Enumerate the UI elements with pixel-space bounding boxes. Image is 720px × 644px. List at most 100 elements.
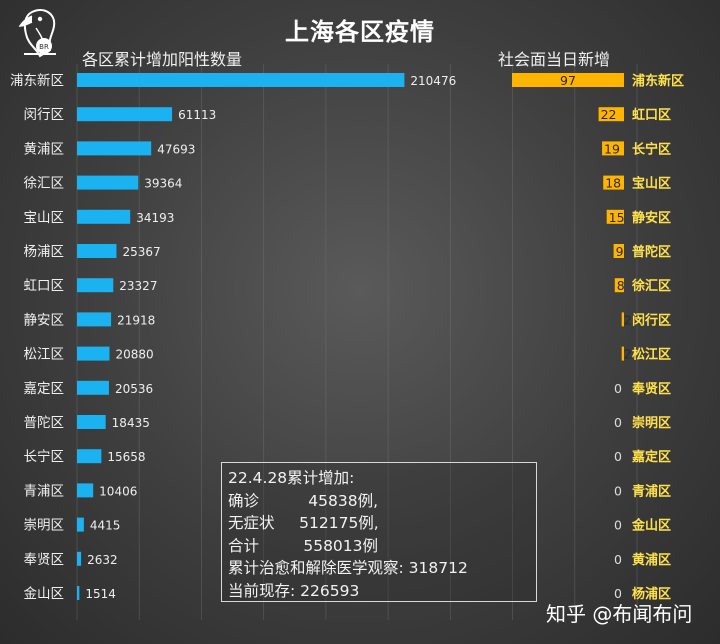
left-bar bbox=[77, 586, 80, 600]
right-category-label: 金山区 bbox=[631, 518, 671, 534]
left-category-label: 杨浦区 bbox=[24, 244, 65, 260]
left-category-label: 宝山区 bbox=[24, 210, 65, 226]
left-bar bbox=[77, 483, 94, 498]
left-value-label: 47693 bbox=[157, 142, 195, 156]
notes-line-4: 合计 558013例 bbox=[228, 536, 379, 555]
logo-text: BR bbox=[39, 43, 49, 51]
left-category-label: 徐汇区 bbox=[24, 176, 65, 192]
left-category-label: 崇明区 bbox=[24, 518, 65, 534]
left-value-label: 39364 bbox=[144, 177, 182, 191]
right-value-label: 2 bbox=[624, 312, 632, 327]
left-value-label: 210476 bbox=[410, 74, 456, 88]
left-value-label: 21918 bbox=[117, 313, 155, 327]
right-value-label: 19 bbox=[604, 141, 620, 156]
left-bar bbox=[77, 141, 152, 156]
left-bar bbox=[77, 380, 109, 395]
right-value-label: 0 bbox=[614, 449, 622, 464]
right-bar bbox=[598, 107, 624, 122]
left-category-label: 长宁区 bbox=[24, 448, 65, 465]
left-bar bbox=[77, 175, 139, 190]
right-category-label: 奉贤区 bbox=[631, 381, 671, 397]
left-bar bbox=[77, 449, 102, 464]
right-bar bbox=[606, 209, 624, 224]
left-bar bbox=[77, 346, 110, 361]
right-category-label: 普陀区 bbox=[632, 244, 671, 260]
right-value-label: 0 bbox=[614, 586, 622, 601]
right-bar bbox=[621, 346, 624, 361]
left-category-label: 青浦区 bbox=[24, 483, 65, 499]
left-bar bbox=[77, 517, 84, 532]
left-category-label: 奉贤区 bbox=[24, 552, 65, 568]
right-bar bbox=[614, 278, 624, 293]
left-category-label: 黄浦区 bbox=[24, 141, 65, 157]
right-value-label: 18 bbox=[605, 176, 621, 191]
right-category-label: 闵行区 bbox=[632, 312, 671, 328]
left-chart-subtitle: 各区累计增加阳性数量 bbox=[82, 50, 243, 69]
notes-line-6: 当前现存: 226593 bbox=[228, 581, 360, 600]
left-value-label: 18435 bbox=[112, 416, 150, 430]
chart-title: 上海各区疫情 bbox=[285, 18, 435, 46]
right-value-label: 15 bbox=[609, 210, 625, 225]
notes-line-1: 22.4.28累计增加: bbox=[228, 469, 355, 487]
left-value-label: 2632 bbox=[87, 553, 118, 567]
left-category-label: 嘉定区 bbox=[24, 381, 65, 397]
left-category-label: 金山区 bbox=[24, 586, 65, 602]
right-bar bbox=[621, 312, 624, 327]
left-value-label: 25367 bbox=[122, 245, 160, 259]
right-category-label: 嘉定区 bbox=[631, 449, 671, 465]
left-value-label: 15658 bbox=[107, 450, 145, 464]
left-category-label: 虹口区 bbox=[24, 278, 65, 294]
right-bar bbox=[602, 141, 624, 156]
right-value-label: 0 bbox=[614, 415, 622, 430]
right-category-label: 浦东新区 bbox=[632, 73, 684, 89]
right-value-label: 2 bbox=[624, 347, 632, 362]
right-value-label: 9 bbox=[616, 244, 624, 259]
right-category-label: 静安区 bbox=[632, 210, 671, 226]
right-category-label: 杨浦区 bbox=[632, 586, 671, 602]
right-category-label: 青浦区 bbox=[632, 483, 671, 499]
left-value-label: 1514 bbox=[85, 587, 116, 601]
left-category-label: 普陀区 bbox=[24, 415, 65, 431]
left-bar bbox=[77, 415, 106, 429]
right-category-label: 虹口区 bbox=[632, 107, 671, 123]
right-category-label: 松江区 bbox=[632, 347, 671, 363]
left-bar bbox=[77, 107, 173, 122]
right-value-label: 8 bbox=[617, 278, 625, 293]
right-chart-subtitle: 社会面当日新增 bbox=[498, 50, 611, 69]
right-bar bbox=[512, 73, 624, 87]
right-value-label: 0 bbox=[614, 483, 622, 498]
left-category-label: 闵行区 bbox=[24, 107, 65, 123]
left-value-label: 23327 bbox=[119, 279, 157, 293]
parrot-logo-icon: BR bbox=[10, 4, 68, 62]
left-bar bbox=[77, 278, 114, 293]
left-value-label: 10406 bbox=[99, 484, 137, 498]
left-category-label: 松江区 bbox=[24, 347, 65, 363]
left-value-label: 34193 bbox=[136, 211, 174, 225]
brand-watermark: 知乎 @布闻布问 bbox=[546, 602, 693, 626]
right-category-label: 宝山区 bbox=[632, 176, 671, 192]
left-bar bbox=[77, 209, 131, 224]
left-bar bbox=[77, 244, 117, 258]
left-category-label: 浦东新区 bbox=[10, 73, 64, 89]
left-bar bbox=[77, 551, 82, 566]
left-value-label: 20536 bbox=[115, 382, 153, 396]
right-bar bbox=[613, 244, 624, 258]
right-value-label: 0 bbox=[614, 518, 622, 533]
left-value-label: 4415 bbox=[90, 519, 121, 533]
notes-line-5: 累计治愈和解除医学观察: 318712 bbox=[228, 559, 468, 577]
summary-notes-box: 22.4.28累计增加: 确诊 45838例, 无症状 512175例, 合计 … bbox=[221, 462, 537, 602]
left-bar bbox=[77, 73, 405, 87]
right-value-label: 0 bbox=[614, 381, 622, 396]
notes-line-3: 无症状 512175例, bbox=[228, 514, 379, 532]
right-value-label: 0 bbox=[614, 552, 622, 567]
left-category-label: 静安区 bbox=[24, 312, 65, 328]
notes-line-2: 确诊 45838例, bbox=[228, 491, 379, 510]
right-value-label: 97 bbox=[560, 73, 576, 88]
left-value-label: 20880 bbox=[115, 348, 153, 362]
right-category-label: 崇明区 bbox=[632, 415, 671, 431]
left-value-label: 61113 bbox=[178, 108, 216, 122]
right-bar bbox=[603, 175, 624, 190]
right-category-label: 黄浦区 bbox=[632, 552, 671, 568]
